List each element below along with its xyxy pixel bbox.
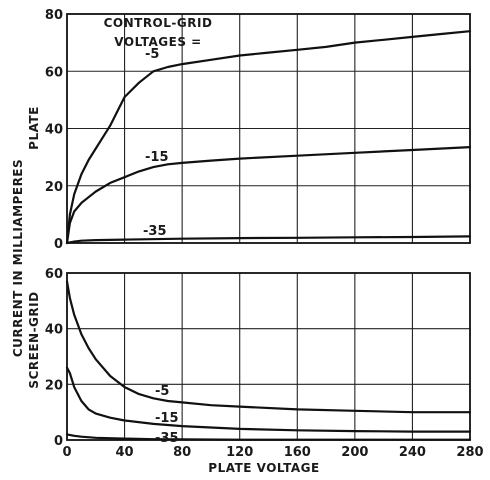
screen-grid-curve-minus-5 <box>65 280 472 414</box>
x-tick-label: 240 <box>399 445 426 460</box>
screen-grid-series-label: -5 <box>155 384 169 399</box>
screen-grid-y-tick-label: 20 <box>45 378 63 393</box>
plate-curve-minus-35 <box>65 235 472 245</box>
x-tick-label: 80 <box>173 445 191 460</box>
screen-grid-y-tick-label: 60 <box>45 267 63 282</box>
plate-series-label: -15 <box>145 150 169 165</box>
x-axis-label: PLATE VOLTAGE <box>208 461 319 475</box>
x-tick-label: 0 <box>62 445 71 460</box>
screen-grid-series-label: -15 <box>155 411 179 426</box>
x-tick-label: 40 <box>116 445 134 460</box>
x-tick-label: 120 <box>226 445 253 460</box>
plate-y-tick-label: 80 <box>45 8 63 23</box>
plate-y-tick-label: 60 <box>45 65 63 80</box>
y-axis-label-main: CURRENT IN MILLIAMPERES <box>11 159 25 357</box>
screen-grid-curve-minus-35 <box>65 433 472 441</box>
plate-y-tick-label: 40 <box>45 123 63 138</box>
screen-grid-y-tick-label: 40 <box>45 323 63 338</box>
plate-curve-minus-15 <box>65 146 472 245</box>
x-tick-label: 200 <box>341 445 368 460</box>
plate-curve-minus-5 <box>65 30 472 245</box>
plate-plot-frame <box>66 13 471 244</box>
screen-grid-plot-frame <box>66 272 471 441</box>
screen-grid-series-label: -35 <box>155 431 179 446</box>
plate-y-tick-label: 20 <box>45 180 63 195</box>
screen-grid-y-tick-label: 0 <box>54 434 63 449</box>
screen-grid-curve-minus-15 <box>65 366 472 433</box>
plate-series-label: -5 <box>145 47 159 62</box>
plate-current-panel: 0 20 40 60 80 -5 -15 -35 <box>45 8 472 252</box>
plate-series-label: -35 <box>143 224 167 239</box>
x-tick-label: 160 <box>284 445 311 460</box>
screen-grid-current-panel: 0 40 80 120 160 200 240 280 0 20 40 60 -5 -15 -35 <box>45 267 484 460</box>
x-tick-label: 280 <box>456 445 483 460</box>
legend-title-line-1: CONTROL-GRID <box>104 16 213 30</box>
plate-y-tick-label: 0 <box>54 237 63 252</box>
y-axis-label-screen-grid: SCREEN-GRID <box>27 291 41 388</box>
legend-title-line-2: VOLTAGES = <box>114 35 201 49</box>
y-axis-label-plate: PLATE <box>27 106 41 150</box>
